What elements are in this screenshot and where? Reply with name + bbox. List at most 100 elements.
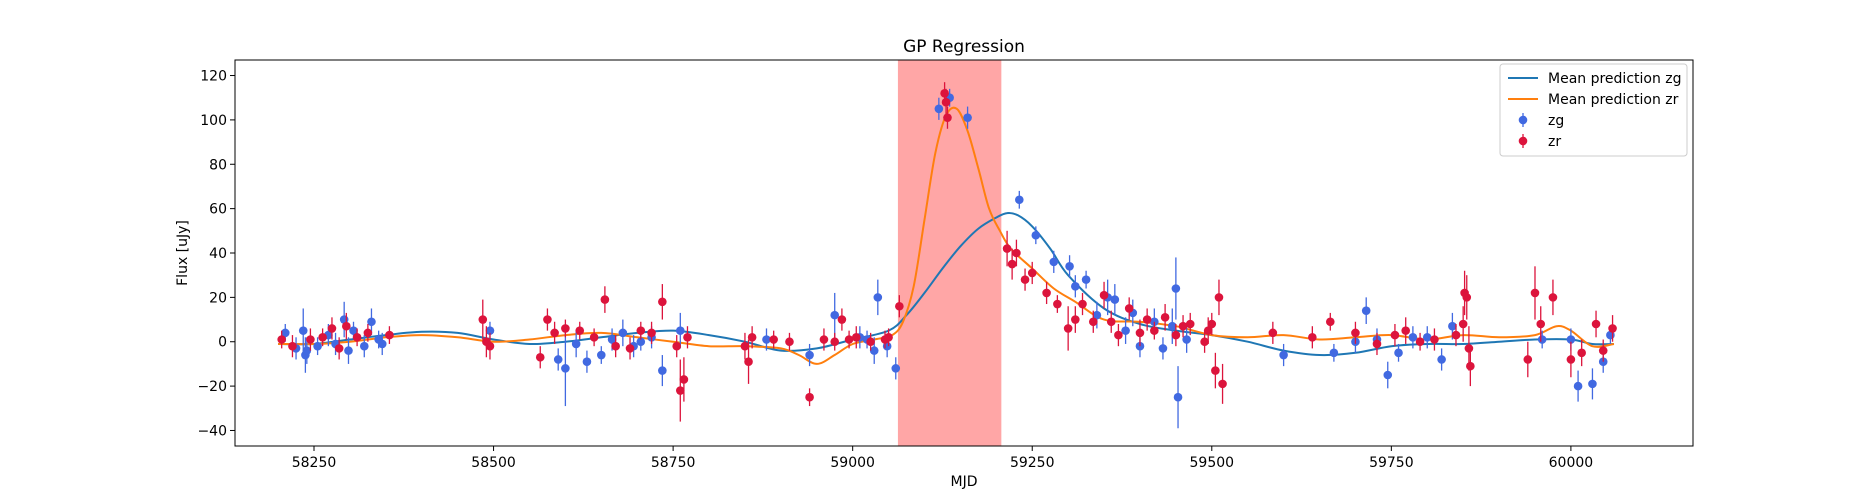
y-tick-label: −20 (197, 379, 227, 395)
zg-data-point (963, 113, 972, 122)
zr-data-point (575, 326, 585, 335)
zr-data-point (1415, 337, 1425, 347)
zg-data-point (1329, 348, 1339, 358)
zg-data-point (869, 346, 879, 355)
zr-data-point (1063, 324, 1073, 333)
zr-data-point (658, 297, 667, 307)
x-tick-label: 59500 (1190, 455, 1235, 471)
zg-data-point (1110, 295, 1120, 304)
zr-data-point (895, 301, 904, 311)
zr-data-point (1591, 319, 1601, 329)
zg-data-point (1071, 281, 1080, 291)
zr-data-point (550, 328, 559, 338)
zg-data-point (618, 328, 628, 338)
zr-series (277, 82, 1617, 422)
zg-data-point (1573, 381, 1583, 391)
zr-data-point (830, 337, 840, 347)
zr-data-point (589, 332, 599, 342)
zr-prediction-line (278, 106, 1615, 365)
zr-data-point (625, 344, 635, 353)
zr-data-point (1088, 317, 1098, 327)
highlight-span-layer (897, 60, 1002, 446)
zr-data-point (805, 392, 814, 402)
zr-data-point (352, 332, 362, 342)
zr-data-point (819, 335, 829, 344)
zr-data-point (1012, 248, 1021, 258)
zr-data-point (1135, 328, 1145, 338)
zg-data-point (485, 326, 495, 335)
zg-data-point (313, 341, 322, 351)
zr-data-point (1401, 326, 1411, 335)
zg-data-point (359, 341, 369, 351)
observation-points (277, 82, 1617, 429)
zr-data-point (611, 341, 620, 351)
zr-data-point (1053, 299, 1062, 309)
legend-label: Mean prediction zg (1548, 71, 1682, 87)
zr-data-point (1200, 337, 1209, 347)
zg-data-point (1394, 348, 1403, 358)
y-tick-label: 120 (200, 69, 227, 85)
zg-data-point (1361, 306, 1371, 315)
zg-data-point (1566, 335, 1576, 344)
zr-data-point (744, 357, 753, 367)
y-tick-label: 60 (209, 202, 227, 218)
zr-data-point (1268, 328, 1278, 338)
y-axis-ticks: −40 −20 0 20 40 60 80 100 120 (197, 69, 235, 439)
zr-data-point (1458, 319, 1468, 329)
zr-data-point (1114, 330, 1123, 340)
zg-data-point (658, 366, 667, 375)
zr-data-point (1178, 321, 1188, 331)
zg-data-point (873, 293, 883, 302)
zg-data-point (571, 339, 581, 349)
zr-data-point (288, 341, 297, 351)
x-tick-label: 59250 (1010, 455, 1055, 471)
zr-data-point (1002, 244, 1012, 253)
zr-data-point (342, 321, 351, 331)
zr-data-point (1548, 293, 1558, 302)
zg-data-point (1173, 392, 1183, 402)
zg-data-point (1448, 321, 1457, 331)
zr-data-point (837, 315, 847, 324)
zr-data-point (1214, 293, 1224, 302)
legend-label: zr (1548, 134, 1561, 150)
zr-data-point (1325, 317, 1335, 327)
zg-data-point (805, 350, 814, 360)
zr-data-point (385, 330, 394, 340)
y-axis-label: Flux [uJy] (175, 220, 191, 286)
zr-data-point (1160, 313, 1170, 322)
zg-data-point (1588, 379, 1597, 389)
zr-data-point (478, 315, 488, 324)
y-tick-label: 20 (209, 290, 227, 306)
zg-data-point (302, 346, 312, 355)
x-tick-label: 60000 (1549, 455, 1594, 471)
zr-data-point (747, 332, 757, 342)
zr-data-point (1207, 319, 1217, 329)
x-axis-label: MJD (951, 474, 978, 490)
zr-data-point (844, 335, 854, 344)
zr-data-point (1020, 275, 1030, 284)
zr-data-point (318, 332, 327, 342)
zr-data-point (676, 386, 685, 395)
zg-data-point (582, 357, 592, 367)
zg-data-point (1167, 321, 1177, 331)
legend-point-swatch (1518, 115, 1528, 125)
zr-data-point (1150, 326, 1159, 335)
zr-data-point (1042, 288, 1051, 298)
zg-data-point (676, 326, 685, 335)
zr-data-point (884, 332, 893, 342)
zg-data-point (1049, 257, 1059, 267)
zr-data-point (941, 97, 951, 107)
zg-data-point (1182, 335, 1191, 344)
zr-data-point (1308, 332, 1317, 342)
zr-data-point (1351, 328, 1360, 338)
legend: Mean prediction zg Mean prediction zr zg zr (1499, 63, 1688, 157)
zr-data-point (1218, 379, 1227, 389)
zr-data-point (1171, 330, 1181, 340)
zg-data-point (344, 346, 353, 355)
zr-data-point (1523, 355, 1533, 364)
zr-data-point (1466, 361, 1475, 371)
y-tick-label: 0 (218, 335, 227, 351)
zg-data-point (1383, 370, 1393, 380)
zg-data-point (1279, 350, 1288, 360)
